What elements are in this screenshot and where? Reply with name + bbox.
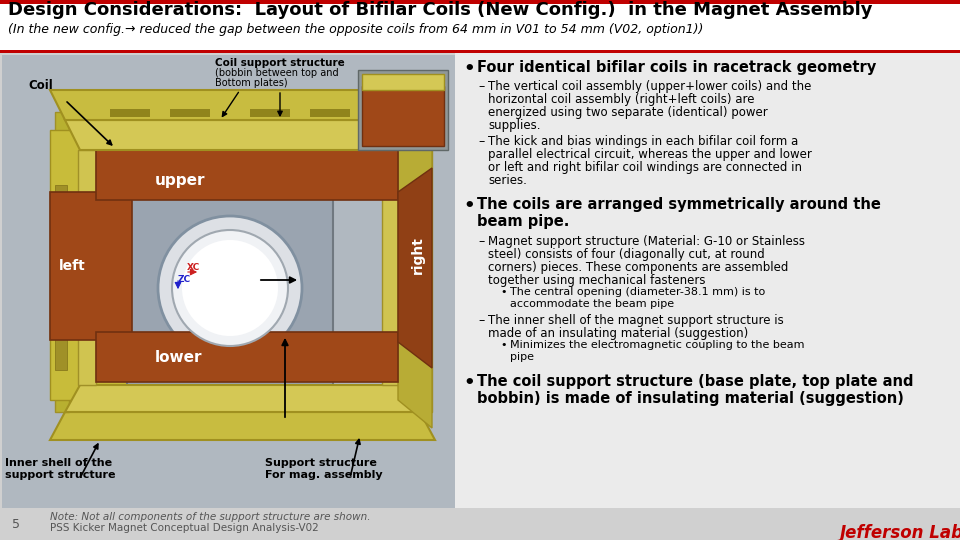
Text: Coil: Coil (28, 79, 53, 92)
Text: –: – (478, 135, 484, 148)
Bar (78, 150, 96, 385)
Text: XC: XC (187, 263, 201, 272)
Text: The central opening (diameter-38.1 mm) is to: The central opening (diameter-38.1 mm) i… (510, 287, 765, 297)
Bar (96, 332, 398, 382)
Text: corners) pieces. These components are assembled: corners) pieces. These components are as… (488, 261, 788, 274)
Text: accommodate the beam pipe: accommodate the beam pipe (510, 299, 674, 309)
Text: horizontal coil assembly (right+left coils) are: horizontal coil assembly (right+left coi… (488, 93, 755, 106)
Text: The coil support structure (base plate, top plate and: The coil support structure (base plate, … (477, 374, 914, 389)
Text: The vertical coil assembly (upper+lower coils) and the: The vertical coil assembly (upper+lower … (488, 80, 811, 93)
Text: –: – (478, 80, 484, 93)
Text: The inner shell of the magnet support structure is: The inner shell of the magnet support st… (488, 314, 783, 327)
Text: Minimizes the electromagnetic coupling to the beam: Minimizes the electromagnetic coupling t… (510, 340, 804, 350)
Polygon shape (398, 168, 432, 368)
Bar (170, 109, 210, 117)
Text: (bobbin between top and: (bobbin between top and (215, 68, 339, 78)
Text: •: • (500, 340, 507, 350)
Bar (362, 74, 444, 90)
Bar (0, 0, 960, 52)
Bar (358, 70, 448, 150)
Text: •: • (463, 197, 474, 215)
Text: bobbin) is made of insulating material (suggestion): bobbin) is made of insulating material (… (477, 391, 904, 406)
Bar (362, 86, 444, 146)
Text: series.: series. (488, 174, 527, 187)
Text: Jefferson Lab: Jefferson Lab (840, 524, 960, 540)
Bar (50, 130, 130, 400)
Text: Coil support structure: Coil support structure (215, 58, 345, 68)
Text: energized using two separate (identical) power: energized using two separate (identical)… (488, 106, 768, 119)
Text: The kick and bias windings in each bifilar coil form a: The kick and bias windings in each bifil… (488, 135, 799, 148)
Bar (110, 109, 150, 117)
Text: upper: upper (155, 172, 205, 187)
Text: Support structure: Support structure (265, 458, 377, 468)
Polygon shape (398, 128, 432, 428)
FancyBboxPatch shape (127, 187, 333, 388)
Text: Design Considerations:  Layout of Bifilar Coils (New Config.)  in the Magnet Ass: Design Considerations: Layout of Bifilar… (8, 1, 873, 19)
Text: right: right (411, 236, 425, 274)
Bar (96, 148, 398, 200)
Text: support structure: support structure (5, 470, 115, 480)
Text: •: • (463, 60, 474, 78)
Bar (310, 109, 350, 117)
Text: –: – (478, 235, 484, 248)
Circle shape (158, 216, 302, 360)
Bar (55, 235, 67, 270)
Text: Note: Not all components of the support structure are shown.: Note: Not all components of the support … (50, 512, 371, 522)
Bar (2, 55, 455, 508)
Polygon shape (50, 90, 435, 120)
Text: Four identical bifilar coils in racetrack geometry: Four identical bifilar coils in racetrac… (477, 60, 876, 75)
Text: pipe: pipe (510, 352, 534, 362)
Text: or left and right bifilar coil windings are connected in: or left and right bifilar coil windings … (488, 161, 802, 174)
Bar (250, 109, 290, 117)
Circle shape (172, 230, 288, 346)
Bar (50, 192, 132, 340)
Text: parallel electrical circuit, whereas the upper and lower: parallel electrical circuit, whereas the… (488, 148, 812, 161)
Text: PSS Kicker Magnet Conceptual Design Analysis-V02: PSS Kicker Magnet Conceptual Design Anal… (50, 523, 319, 533)
Bar (0, 0, 960, 4)
Polygon shape (65, 120, 420, 150)
Bar (55, 112, 69, 412)
Text: made of an insulating material (suggestion): made of an insulating material (suggesti… (488, 327, 748, 340)
Circle shape (182, 240, 278, 336)
Bar (0, 508, 960, 540)
Bar (418, 112, 432, 412)
Text: ZC: ZC (178, 275, 191, 284)
Text: steel) consists of four (diagonally cut, at round: steel) consists of four (diagonally cut,… (488, 248, 765, 261)
Text: Magnet support structure (Material: G-10 or Stainless: Magnet support structure (Material: G-10… (488, 235, 805, 248)
Text: •: • (463, 374, 474, 392)
Text: (In the new config.→ reduced the gap between the opposite coils from 64 mm in V0: (In the new config.→ reduced the gap bet… (8, 23, 704, 36)
Text: supplies.: supplies. (488, 119, 540, 132)
Text: beam pipe.: beam pipe. (477, 214, 569, 229)
Bar (55, 335, 67, 370)
Text: •: • (500, 287, 507, 297)
Bar (382, 150, 400, 385)
Bar (55, 295, 67, 330)
Text: Bottom plates): Bottom plates) (215, 78, 288, 88)
Polygon shape (65, 385, 420, 412)
Text: The coils are arranged symmetrically around the: The coils are arranged symmetrically aro… (477, 197, 881, 212)
Text: Inner shell of the: Inner shell of the (5, 458, 112, 468)
Text: For mag. assembly: For mag. assembly (265, 470, 383, 480)
Bar (0, 53, 960, 510)
Text: left: left (59, 259, 85, 273)
Polygon shape (50, 412, 435, 440)
Text: –: – (478, 314, 484, 327)
Bar (55, 185, 67, 220)
Text: lower: lower (155, 349, 203, 364)
Bar (455, 53, 960, 510)
Text: together using mechanical fasteners: together using mechanical fasteners (488, 274, 706, 287)
Bar (0, 50, 960, 53)
Text: 5: 5 (12, 518, 20, 531)
